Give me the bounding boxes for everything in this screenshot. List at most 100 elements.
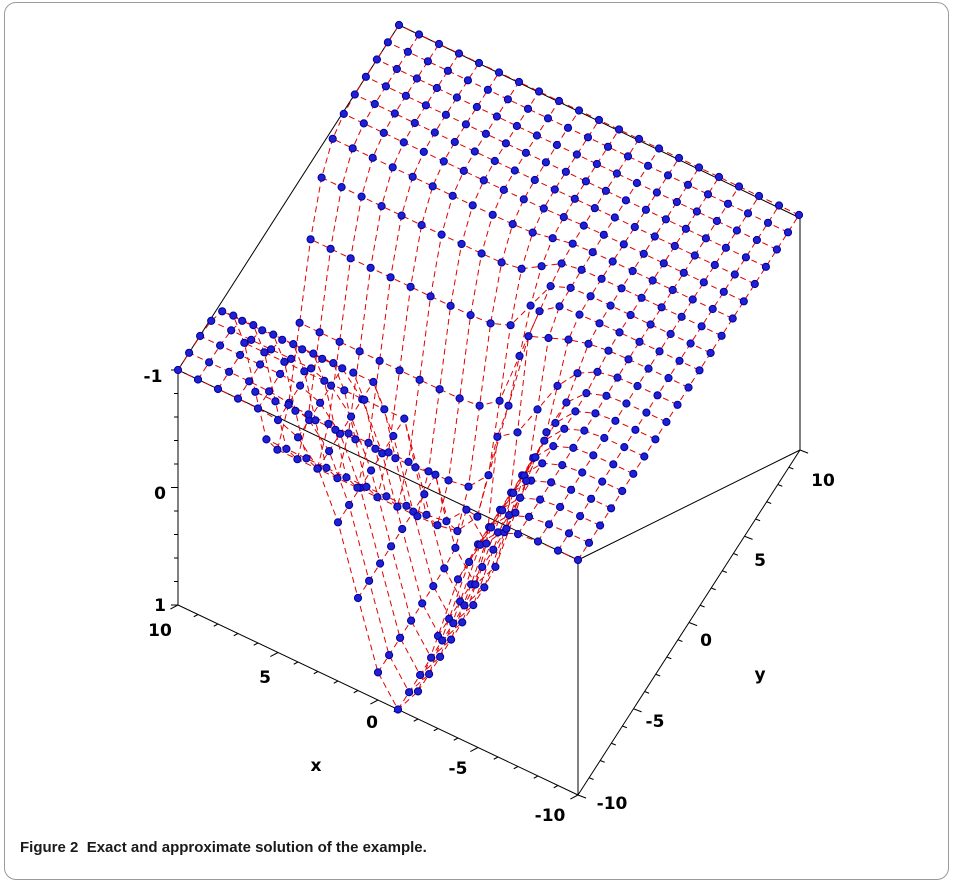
data-marker	[553, 381, 562, 390]
caption-text: Exact and approximate solution of the ex…	[86, 839, 427, 856]
data-marker	[621, 196, 631, 205]
data-marker	[353, 483, 362, 492]
data-marker	[430, 128, 439, 137]
data-marker	[408, 172, 417, 181]
data-marker	[535, 307, 544, 316]
data-marker	[643, 161, 653, 170]
data-marker	[710, 260, 719, 270]
data-marker	[558, 461, 567, 470]
data-marker	[674, 153, 684, 163]
y-tick	[588, 777, 594, 780]
data-marker	[293, 433, 303, 442]
y-tick-label: -10	[597, 794, 628, 814]
data-marker	[448, 191, 457, 200]
data-marker	[743, 209, 753, 218]
data-marker	[344, 429, 353, 438]
x-tick	[570, 794, 579, 800]
data-marker	[418, 599, 427, 608]
data-marker	[648, 276, 657, 285]
data-marker	[284, 400, 293, 409]
x-tick	[293, 661, 299, 665]
y-tick	[688, 622, 698, 627]
data-marker	[595, 319, 604, 328]
data-marker	[549, 442, 558, 451]
data-marker	[333, 518, 343, 527]
data-marker	[477, 249, 486, 258]
data-marker	[346, 254, 355, 263]
data-marker	[273, 416, 283, 425]
data-marker	[338, 364, 347, 373]
mesh-line	[177, 369, 579, 711]
mesh-line	[310, 238, 711, 354]
data-marker	[526, 301, 535, 310]
data-marker	[398, 524, 407, 534]
data-marker	[536, 495, 545, 504]
data-marker	[379, 128, 388, 137]
data-marker	[342, 473, 351, 482]
data-marker	[278, 335, 287, 344]
data-marker	[464, 482, 473, 491]
data-marker	[578, 468, 587, 477]
y-tick-label: -5	[646, 712, 665, 732]
data-marker	[607, 504, 616, 513]
x-tick	[513, 766, 519, 770]
data-marker	[583, 133, 593, 142]
data-marker	[400, 414, 409, 423]
data-marker	[393, 705, 403, 714]
data-marker	[514, 77, 524, 87]
data-marker	[262, 435, 271, 444]
data-marker	[218, 307, 227, 316]
data-marker	[461, 120, 470, 129]
mesh-line	[244, 342, 645, 607]
data-marker	[600, 433, 609, 443]
data-marker	[326, 244, 335, 253]
data-marker	[593, 367, 602, 376]
data-marker	[752, 235, 762, 245]
x-tick-label: 5	[259, 668, 271, 688]
data-marker	[415, 375, 424, 384]
data-marker	[533, 537, 543, 546]
data-marker	[256, 360, 265, 369]
data-marker	[633, 381, 642, 391]
data-marker	[712, 216, 722, 226]
data-marker	[289, 340, 298, 349]
data-marker	[489, 545, 498, 554]
data-marker	[337, 183, 346, 192]
data-marker	[538, 459, 547, 468]
data-marker	[233, 394, 243, 403]
data-marker	[679, 268, 688, 277]
y-tick-label: 0	[700, 631, 712, 651]
data-marker	[561, 167, 571, 176]
data-marker	[699, 278, 708, 287]
data-marker	[650, 232, 659, 241]
data-marker	[564, 335, 573, 344]
data-marker	[442, 517, 451, 526]
data-marker	[754, 191, 764, 201]
data-marker	[590, 204, 599, 213]
z-tick-label: 0	[154, 484, 166, 504]
data-marker	[551, 418, 560, 428]
data-marker	[413, 512, 422, 521]
x-tick-label: -5	[449, 759, 468, 779]
data-marker	[697, 322, 706, 331]
data-marker	[229, 311, 238, 320]
data-marker	[695, 366, 704, 375]
data-marker	[377, 202, 386, 211]
data-marker	[652, 188, 662, 197]
data-marker	[399, 138, 408, 147]
data-marker	[483, 85, 492, 94]
data-marker	[573, 555, 583, 565]
data-marker	[541, 158, 551, 167]
data-marker	[439, 157, 448, 166]
data-marker	[576, 512, 585, 521]
data-marker	[626, 310, 635, 320]
data-marker	[375, 356, 384, 365]
data-marker	[436, 652, 445, 662]
y-tick	[699, 604, 705, 608]
data-marker	[309, 349, 318, 358]
data-marker	[588, 248, 597, 257]
data-marker	[739, 297, 748, 306]
data-marker	[471, 580, 480, 589]
y-tick	[577, 794, 587, 799]
